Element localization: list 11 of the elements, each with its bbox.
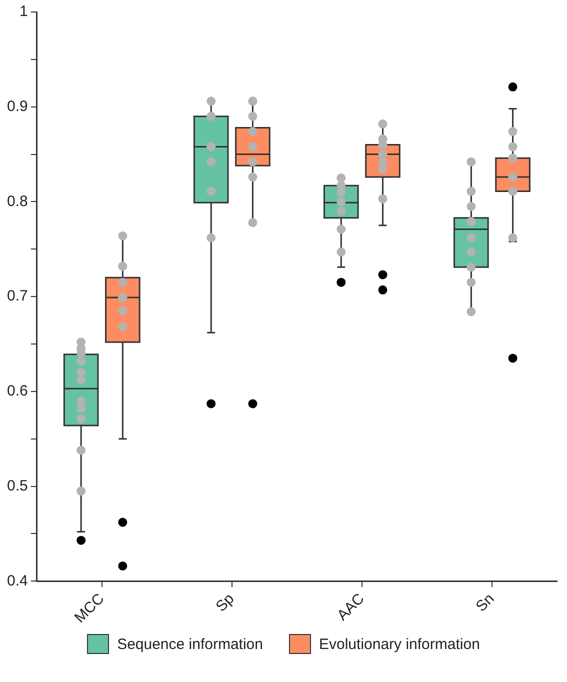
y-tick-label: 0.7 [6,288,28,305]
y-tick-label: 0.9 [6,98,28,115]
y-tick-label: 0.8 [6,192,28,210]
y-tick-label: 0.6 [6,382,28,400]
x-tick-label: Sp [212,590,238,616]
y-tick-label: 1 [20,3,28,20]
y-tick-label: 0.4 [6,572,28,590]
legend-label: Evolutionary information [319,636,480,652]
legend-label: Sequence information [117,636,263,652]
x-tick-label: Sn [472,590,498,616]
y-tick-label: 0.5 [6,477,28,494]
